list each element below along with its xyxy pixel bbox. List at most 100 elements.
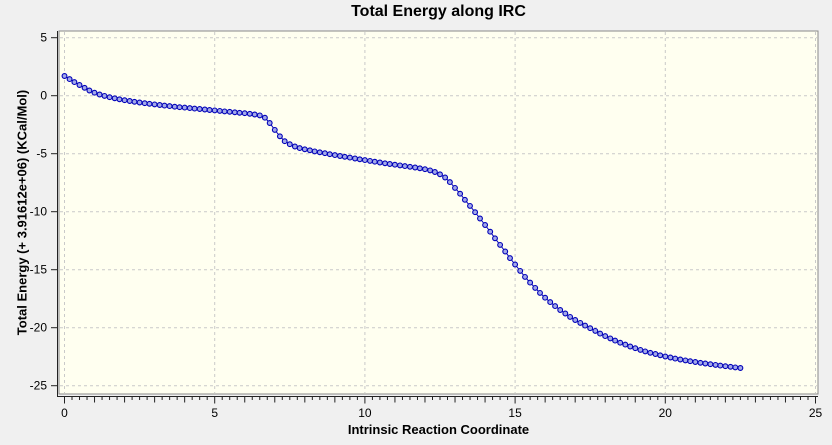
data-point [256,112,263,119]
data-point [316,149,323,156]
data-point [527,279,534,286]
data-point [126,98,133,104]
data-point [326,151,333,158]
data-point [682,357,689,364]
data-point [356,156,363,163]
data-point [427,167,434,174]
data-point [407,163,413,170]
data-point [91,89,98,96]
data-point [201,106,208,113]
y-tick-label: -15 [30,263,48,277]
data-point [311,148,318,155]
data-point [261,114,268,121]
data-point [431,169,438,175]
data-point [106,94,113,101]
data-point [211,107,218,114]
data-point [181,104,188,111]
data-point [452,184,458,191]
data-point [547,299,554,306]
y-tick-label: -10 [30,205,48,219]
data-point [487,228,494,235]
chart-title: Total Energy along IRC [351,3,526,20]
plot-border [58,30,819,395]
data-point [367,157,373,164]
x-axis-label: Intrinsic Reaction Coordinate [347,422,530,437]
data-point [371,158,378,165]
data-point [717,362,724,369]
data-point [286,141,293,148]
data-point [136,99,143,106]
data-point [146,100,153,107]
data-point [386,161,393,167]
y-tick-label: -25 [30,379,48,393]
data-point [186,105,193,112]
data-point [166,103,173,110]
data-point [346,154,353,161]
data-point [567,313,574,320]
x-tick-label: 15 [508,406,522,420]
x-tick-label: 25 [809,406,823,420]
data-point [161,102,168,109]
data-point [121,97,128,104]
data-point [352,155,358,162]
x-tick-label: 10 [358,406,372,420]
data-point [492,235,498,242]
data-point [572,317,579,323]
data-point [321,150,328,157]
data-point [251,111,258,118]
data-point [101,92,108,99]
data-point [552,303,559,310]
data-point [692,359,699,365]
x-tick-label: 5 [211,406,218,420]
data-point [512,261,519,268]
data-point [306,147,313,154]
data-point [221,108,228,115]
y-tick-label: -5 [36,147,47,161]
data-point [472,209,479,216]
data-point [532,284,539,291]
data-point [617,339,624,346]
data-point [727,363,734,370]
data-point [416,165,423,172]
data-point [196,106,203,112]
data-point [627,343,634,350]
data-point [446,179,453,186]
data-point [96,91,103,98]
plot-area-background [59,31,818,394]
data-point [191,105,198,112]
data-point [331,152,338,159]
data-point [702,360,709,367]
data-point [507,255,513,262]
data-point [497,241,504,248]
data-point [562,310,569,317]
data-point [246,110,253,117]
data-point [467,202,473,209]
data-point [642,348,649,355]
data-point [116,96,123,103]
data-point [231,109,238,116]
data-point [712,361,719,368]
data-point [637,346,644,353]
x-tick-label: 20 [659,406,673,420]
data-point [522,273,528,280]
data-point [587,325,594,332]
data-point [537,289,543,296]
data-point [337,153,343,159]
data-point [517,267,524,274]
data-point [281,138,288,145]
data-point [502,248,509,255]
data-point [677,356,684,363]
data-point [607,335,614,342]
data-point [622,341,629,348]
data-point [732,364,739,371]
data-point [737,365,744,371]
data-point [111,95,118,102]
data-point [662,353,669,360]
data-point [697,359,704,366]
data-point [457,190,464,197]
data-point [226,108,233,115]
data-point [241,110,248,117]
data-point [206,107,213,113]
